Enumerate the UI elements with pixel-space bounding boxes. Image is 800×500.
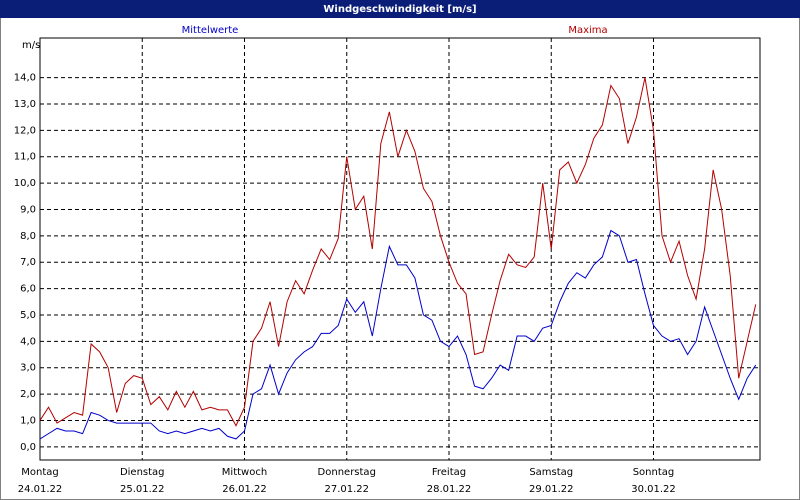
y-tick-label: 3,0 xyxy=(20,363,36,374)
y-tick-label: 13,0 xyxy=(14,99,36,110)
legend-label: Mittelwerte xyxy=(182,25,239,36)
x-tick-date: 25.01.22 xyxy=(120,484,165,495)
y-tick-label: 2,0 xyxy=(20,389,36,400)
x-tick-date: 27.01.22 xyxy=(324,484,369,495)
x-tick-label: Sonntag xyxy=(633,467,675,478)
x-tick-label: Samstag xyxy=(529,467,573,478)
y-tick-label: 11,0 xyxy=(14,152,36,163)
x-tick-date: 26.01.22 xyxy=(222,484,267,495)
y-tick-label: 14,0 xyxy=(14,73,36,84)
x-tick-label: Donnerstag xyxy=(318,467,376,478)
x-tick-label: Dienstag xyxy=(120,467,165,478)
x-tick-date: 28.01.22 xyxy=(427,484,472,495)
y-tick-label: 7,0 xyxy=(20,257,36,268)
data-line xyxy=(39,229,757,440)
x-tick-label: Montag xyxy=(21,467,58,478)
y-tick-label: 0,0 xyxy=(20,442,36,453)
y-tick-label: 6,0 xyxy=(20,284,36,295)
y-tick-label: 4,0 xyxy=(20,336,36,347)
chart-title: Windgeschwindigkeit [m/s] xyxy=(323,4,476,15)
data-line xyxy=(39,77,757,427)
legend-label: Maxima xyxy=(568,25,607,36)
y-tick-label: 12,0 xyxy=(14,125,36,136)
y-tick-label: 9,0 xyxy=(20,204,36,215)
plot-area xyxy=(39,37,761,461)
x-tick-label: Mittwoch xyxy=(222,467,267,478)
y-tick-label: 5,0 xyxy=(20,310,36,321)
y-tick-label: 10,0 xyxy=(14,178,36,189)
y-tick-label: 1,0 xyxy=(20,415,36,426)
y-axis-label: m/s xyxy=(22,40,40,51)
x-tick-date: 24.01.22 xyxy=(18,484,63,495)
x-tick-label: Freitag xyxy=(432,467,466,478)
x-tick-date: 30.01.22 xyxy=(631,484,676,495)
title-bar xyxy=(0,0,800,18)
y-tick-label: 8,0 xyxy=(20,231,36,242)
x-tick-date: 29.01.22 xyxy=(529,484,574,495)
